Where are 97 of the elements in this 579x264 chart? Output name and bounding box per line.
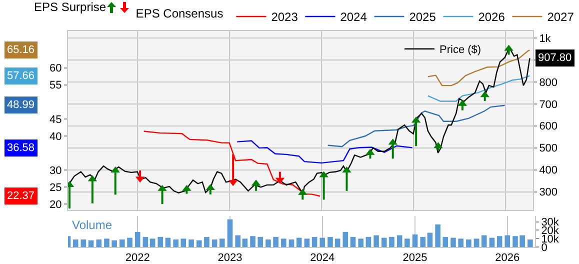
bar [320,238,326,247]
bar [504,235,510,247]
x-tick-label: 2026 [495,252,520,264]
legend-label: Price ($) [440,44,482,56]
bar [389,236,394,247]
bar [127,238,132,247]
bar [196,240,202,247]
bar [296,238,302,247]
bar [104,238,110,247]
bar [312,236,318,247]
bar [227,219,233,247]
bar [304,238,310,247]
y-tick-label: 20 [50,199,62,212]
bar [219,238,225,247]
y-tick-label: 55 [50,80,62,92]
bar [242,238,248,247]
bar [412,234,418,247]
legend-label: 2025 [409,10,436,24]
y2-tick-label: 700 [539,98,558,111]
text: EPS Surprise [34,0,106,14]
bar [427,232,433,247]
text: 65.16 [7,44,35,56]
bar [173,239,178,247]
chart-title: Volume [72,218,112,232]
line-series [327,104,506,148]
x-tick-label: 2022 [125,252,150,264]
y2-tick-label: 1k [539,32,552,45]
bar [396,235,402,247]
x-tick-label: 2025 [402,252,428,264]
bar [489,238,495,247]
text: 48.99 [7,99,35,111]
line-series [236,140,413,164]
bar [328,236,333,247]
bar [358,238,364,247]
bar [266,239,271,247]
legend-label: 2023 [271,10,298,24]
bar [150,238,156,247]
line-series [427,75,530,102]
bar [142,236,148,247]
bar [258,236,264,247]
bar [466,239,472,247]
y-tick-label: 45 [50,114,62,126]
bar [165,238,171,247]
y2-tick-label: 800 [539,76,558,89]
bar [212,239,218,247]
y2-tick-label: 300 [539,186,558,199]
bar [496,236,502,247]
bar [250,236,256,247]
bar [481,235,487,247]
bar [342,232,348,247]
bar [442,236,448,247]
bar [288,239,294,247]
data-label: 907.80 [538,52,572,64]
legend-label: 2026 [478,10,506,24]
legend-label: 2024 [340,10,368,24]
bar [235,235,240,247]
bar [350,236,356,247]
bar [381,238,387,247]
bar [281,238,286,247]
bar [474,238,480,247]
bar [420,236,426,247]
bar [88,240,94,247]
y2-tick-label: 600 [539,120,558,133]
y-tick-label: 0 [541,242,548,254]
x-tick-label: 2023 [218,252,242,264]
bar [134,232,140,247]
bar [204,236,210,247]
y-tick-label: 30 [50,164,62,177]
text: 57.66 [7,70,35,82]
bar [404,238,410,247]
bar [334,238,340,247]
bar [72,239,78,247]
text: 22.37 [7,190,35,202]
bar [158,236,164,247]
bar [374,235,379,247]
bar [96,239,102,247]
line-series [143,130,321,197]
legend-label: 2027 [547,10,574,24]
bar [180,238,186,247]
bar [188,239,194,247]
y2-tick-label: 400 [539,164,558,177]
legend-title: EPS Consensus [136,6,224,21]
text: 36.58 [7,142,35,154]
bar [366,236,372,247]
bar [435,224,440,247]
y2-tick-label: 500 [539,142,558,155]
y-tick-label: 25 [50,182,62,194]
bar [112,240,117,247]
y-tick-label: 40 [50,130,62,143]
bar [458,238,464,247]
bar [120,239,125,247]
bar [80,239,86,247]
bar [450,238,456,247]
bar [273,236,278,247]
x-tick-label: 2024 [310,252,335,264]
y-tick-label: 60 [50,62,62,75]
bar [528,239,533,247]
